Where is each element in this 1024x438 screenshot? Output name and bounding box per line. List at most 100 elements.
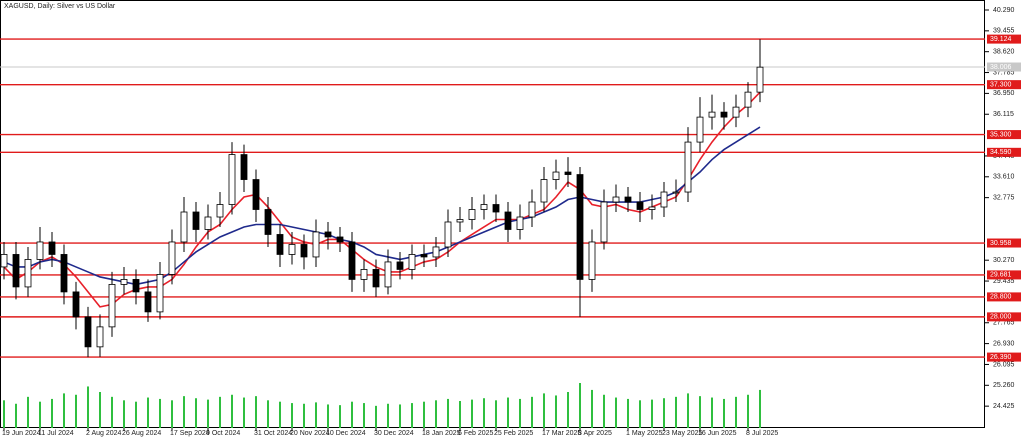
candle-body <box>408 254 416 270</box>
x-tick-label: 1 May 2025 <box>626 430 663 437</box>
candle-body <box>744 91 752 108</box>
volume-bar <box>387 403 389 428</box>
candle-body <box>720 111 728 118</box>
candle-body <box>204 216 212 230</box>
volume-bar <box>615 397 617 428</box>
volume-bar <box>711 397 713 428</box>
volume-bar <box>15 403 17 428</box>
candle-body <box>648 206 656 210</box>
volume-bar <box>147 397 149 428</box>
volume-bar <box>303 403 305 428</box>
x-tick-label: 2 Aug 2024 <box>86 430 122 437</box>
volume-bar <box>39 401 41 428</box>
candle-body <box>660 191 668 208</box>
candle-body <box>276 234 284 255</box>
x-tick-label: 11 Jul 2024 <box>38 430 74 437</box>
volume-bar <box>27 396 29 428</box>
x-tick-label: 9 Oct 2024 <box>206 430 240 437</box>
volume-bar <box>579 383 581 428</box>
volume-bar <box>123 400 125 428</box>
candle-body <box>228 154 236 205</box>
candle-body <box>288 244 296 255</box>
volume-bar <box>447 398 449 428</box>
volume-bar <box>327 404 329 428</box>
volume-bar <box>639 400 641 428</box>
candle-body <box>732 106 740 118</box>
y-tick-label: 26.930 <box>993 340 1015 347</box>
x-tick-label: 25 Feb 2025 <box>494 430 533 437</box>
volume-bar <box>339 405 341 428</box>
candle-body <box>312 231 320 258</box>
y-tick-label: 29.435 <box>993 278 1015 285</box>
x-tick-label: 10 Dec 2024 <box>326 430 366 437</box>
volume-bar <box>207 399 209 428</box>
volume-bar <box>351 401 353 428</box>
candle-body <box>216 204 224 218</box>
volume-bar <box>255 396 257 428</box>
candle-body <box>624 196 632 203</box>
candle-body <box>144 291 152 313</box>
candle-body <box>396 261 404 270</box>
x-tick-label: 18 Jan 2025 <box>422 430 461 437</box>
candle-body <box>132 279 140 293</box>
volume-bar <box>567 392 569 428</box>
candle-body <box>564 171 572 175</box>
moving-average-line <box>3 126 761 286</box>
candle-body <box>444 221 452 248</box>
candle-body <box>684 141 692 193</box>
candle-body <box>336 236 344 243</box>
volume-bar <box>555 395 557 428</box>
candle-body <box>168 241 176 275</box>
candle-body <box>612 196 620 203</box>
y-tick-label: 27.765 <box>993 320 1015 327</box>
candle-body <box>360 269 368 280</box>
volume-bar <box>663 398 665 428</box>
volume-bar <box>375 405 377 428</box>
y-tick-label: 36.950 <box>993 90 1015 97</box>
level-label: 30.958 <box>990 240 1012 247</box>
level-label-box <box>987 130 1021 140</box>
level-label: 26.390 <box>990 354 1012 361</box>
y-tick-label: 26.095 <box>993 361 1015 368</box>
candle-body <box>192 211 200 230</box>
candle-body <box>324 231 332 238</box>
volume-bar <box>267 400 269 428</box>
candle-body <box>240 154 248 180</box>
volume-bar <box>627 398 629 428</box>
volume-bar <box>483 398 485 428</box>
chart-title: XAGUSD, Daily: Silver vs US Dollar <box>4 3 116 10</box>
volume-bar <box>75 394 77 428</box>
candle-body <box>96 326 104 348</box>
y-tick-label: 30.270 <box>993 257 1015 264</box>
volume-bar <box>435 400 437 428</box>
candle-body <box>600 201 608 243</box>
current-price-box <box>987 62 1021 72</box>
candle-body <box>756 66 764 93</box>
y-tick-label: 24.425 <box>993 403 1015 410</box>
level-label-box <box>987 147 1021 157</box>
volume-bar <box>243 397 245 428</box>
level-label: 29.681 <box>990 272 1012 279</box>
volume-bar <box>699 396 701 428</box>
candle-body <box>120 279 128 285</box>
x-tick-label: 30 Dec 2024 <box>374 430 414 437</box>
x-tick-label: 31 Oct 2024 <box>254 430 292 437</box>
volume-bar <box>99 392 101 428</box>
x-tick-label: 23 May 2025 <box>662 430 703 437</box>
volume-bar <box>159 398 161 428</box>
candle-body <box>84 316 92 348</box>
y-tick-label: 38.620 <box>993 49 1015 56</box>
candle-body <box>672 191 680 194</box>
volume-bar <box>747 394 749 428</box>
x-tick-label: 17 Mar 2025 <box>542 430 581 437</box>
y-tick-label: 40.290 <box>993 7 1015 14</box>
x-tick-label: 6 Feb 2025 <box>458 430 494 437</box>
volume-bar <box>423 401 425 428</box>
level-label-box <box>987 270 1021 280</box>
level-label-box <box>987 238 1021 248</box>
y-tick-label: 25.260 <box>993 382 1015 389</box>
volume-bar <box>687 393 689 428</box>
volume-bar <box>495 400 497 428</box>
candle-body <box>12 254 20 288</box>
